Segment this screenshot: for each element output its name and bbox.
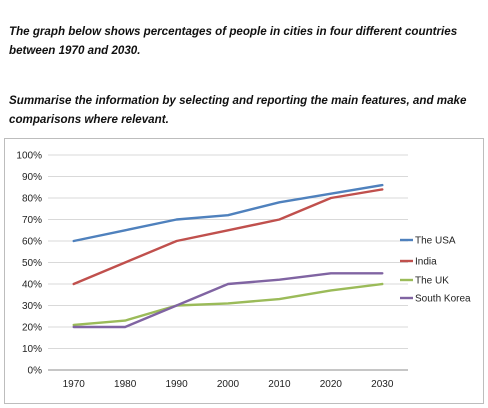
chart-series (72, 183, 384, 329)
y-tick-label: 20% (22, 323, 42, 334)
y-tick-label: 90% (22, 172, 42, 183)
chart-legend: The USA India The UK South Korea (400, 236, 471, 305)
y-tick-label: 60% (22, 237, 42, 248)
y-tick-label: 40% (22, 280, 42, 291)
x-tick-label: 1980 (114, 379, 137, 390)
series-line-south-korea (72, 272, 384, 329)
y-tick-label: 10% (22, 344, 42, 355)
y-tick-label: 0% (28, 366, 43, 377)
y-tick-label: 80% (22, 194, 42, 205)
x-tick-label: 1990 (165, 379, 188, 390)
task-prompt-line: The graph below shows percentages of peo… (9, 25, 458, 57)
series-line-the-uk (72, 282, 384, 327)
y-axis-ticks: 0% 10% 20% 30% 40% 50% 60% 70% 80% 90% 100% (16, 151, 42, 377)
series-line-the-usa (72, 183, 384, 243)
y-tick-label: 30% (22, 301, 42, 312)
chart-gridlines (48, 154, 408, 371)
legend-label: The UK (415, 276, 449, 287)
x-tick-label: 2000 (217, 379, 240, 390)
task-instruction: Summarise the information by selecting a… (9, 94, 467, 126)
y-tick-label: 100% (16, 151, 42, 162)
y-tick-label: 70% (22, 215, 42, 226)
chart-border (4, 138, 484, 404)
x-tick-label: 2010 (268, 379, 291, 390)
legend-label: India (415, 257, 437, 268)
x-tick-label: 2030 (371, 379, 394, 390)
legend-label: South Korea (415, 294, 471, 305)
y-tick-label: 50% (22, 258, 42, 269)
x-tick-label: 1970 (63, 379, 86, 390)
x-axis-ticks: 1970 1980 1990 2000 2010 2020 2030 (63, 379, 394, 390)
x-tick-label: 2020 (320, 379, 343, 390)
series-line-india (72, 188, 384, 286)
legend-label: The USA (415, 236, 456, 247)
